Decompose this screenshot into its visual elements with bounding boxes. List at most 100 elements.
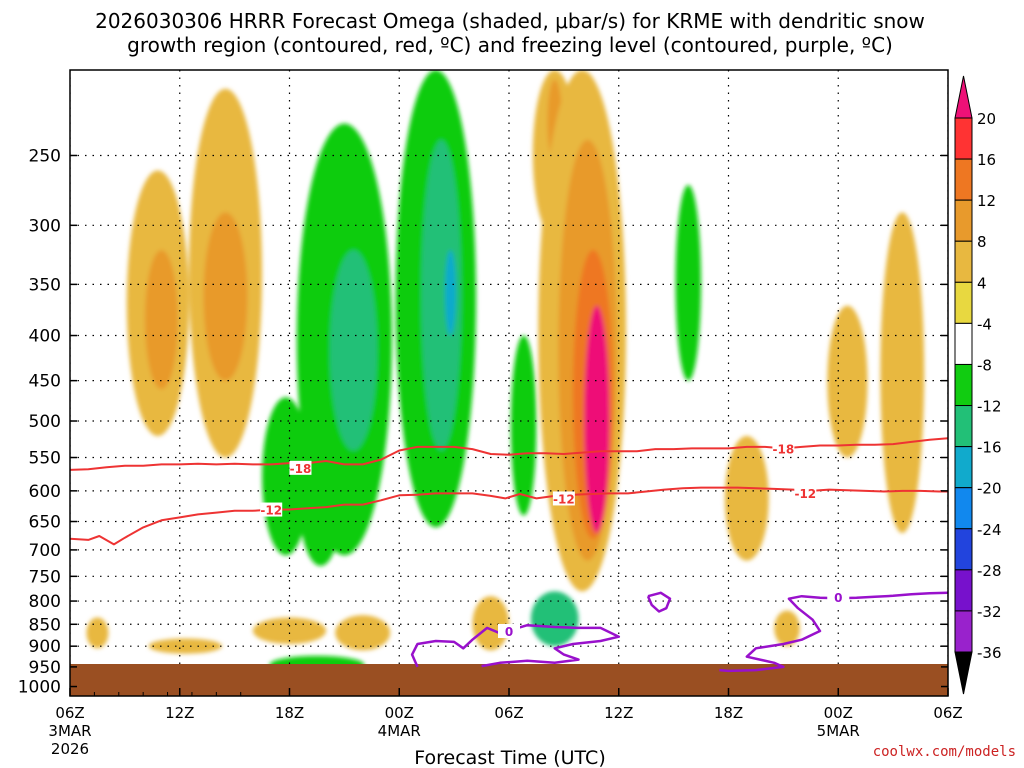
colorbar-label-11: -28 [977,562,1002,580]
colorbar-label-4: 4 [977,274,987,292]
y-tick-label-450: 450 [29,372,61,392]
y-tick-label-1000: 1000 [18,678,61,698]
dgz-label-bg-1-2 [794,485,817,500]
y-tick-label-300: 300 [29,216,61,236]
dgz-contour-label-1-0: -12 [260,504,282,518]
colorbar-label-6: -8 [977,356,992,374]
colorbar-swatch-12 [954,610,973,653]
colorbar-swatch-7 [954,405,973,448]
colorbar-bottom-triangle [954,651,973,695]
colorbar-label-13: -36 [977,644,1002,662]
colorbar-swatch-2 [954,199,973,242]
dgz-contour-0 [70,437,948,471]
x-date-label-18: 4MAR [378,722,421,740]
x-tick-label-6: 12Z [165,704,194,722]
colorbar-label-12: -32 [977,603,1002,621]
chart-title-line-1: 2026030306 HRRR Forecast Omega (shaded, … [95,9,925,33]
x-year-label-0: 2026 [51,740,89,758]
x-tick-label-42: 00Z [824,704,853,722]
omega-region-28 [148,638,222,654]
x-axis-title: Forecast Time (UTC) [414,747,605,768]
omega-region-23 [472,596,510,651]
contour-lines: -18 -18 -12 -12 -12 0 0 [70,437,948,673]
colorbar-swatch-9 [954,487,973,530]
dgz-label-bg-1-0 [260,502,283,517]
freezing-label-bg-2-0 [827,590,850,605]
dgz-contour-label-1-1: -12 [553,492,575,506]
colorbar-top-triangle [954,75,973,119]
x-tick-label-24: 06Z [494,704,523,722]
omega-region-11 [510,335,537,516]
colorbar-label-8: -16 [977,439,1002,457]
omega-region-5 [329,250,378,451]
colorbar-swatch-8 [954,446,973,489]
omega-region-1 [144,250,178,390]
dgz-label-bg-1-1 [552,491,575,506]
dgz-label-bg-0-0 [289,460,312,475]
x-tick-label-30: 12Z [604,704,633,722]
x-tick-label-12: 18Z [275,704,304,722]
omega-region-29 [774,610,800,647]
colorbar-label-0: 20 [977,110,996,128]
omega-region-19 [724,436,769,561]
y-tick-label-400: 400 [29,327,61,347]
omega-region-27 [86,617,109,649]
colorbar-label-2: 12 [977,192,996,210]
colorbar-swatch-1 [954,158,973,201]
pressure-axis: 2503003504004505005506006507007508008509… [18,146,948,698]
colorbar-label-9: -20 [977,480,1002,498]
y-tick-label-600: 600 [29,482,61,502]
y-tick-label-350: 350 [29,275,61,295]
x-tick-label-0: 06Z [55,704,84,722]
omega-region-22 [530,591,579,647]
omega-region-8 [444,250,456,336]
freezing-contour-0 [410,623,621,668]
x-tick-label-18: 00Z [385,704,414,722]
y-tick-label-750: 750 [29,567,61,587]
y-tick-label-800: 800 [29,592,61,612]
y-tick-label-850: 850 [29,615,61,635]
omega-region-20 [827,305,868,458]
colorbar-swatch-11 [954,569,973,612]
omega-region-17 [583,305,610,534]
omega-region-21 [880,212,925,534]
freezing-contour-1 [646,591,672,613]
chart-title-line-2: growth region (contoured, red, ºC) and f… [127,33,893,57]
omega-region-18 [675,184,702,381]
plot-area: -18 -18 -12 -12 -12 0 0 [70,70,948,696]
colorbar-swatch-3 [954,240,973,283]
colorbar-label-3: 8 [977,233,987,251]
colorbar-swatch-10 [954,528,973,571]
colorbar-label-5: -4 [977,315,992,333]
omega-colorbar: 20 16 12 8 4 -4 -8 -12 -16 -20 -24 -28 -32 -36 [954,75,1002,695]
y-tick-label-500: 500 [29,412,61,432]
dgz-label-bg-0-1 [772,441,795,456]
freezing-contour-label-0-0: 0 [505,625,513,639]
y-tick-label-950: 950 [29,658,61,678]
omega-shading [86,70,925,674]
colorbar-label-7: -12 [977,398,1002,416]
dgz-contour-label-0-0: -18 [290,462,312,476]
colorbar-swatch-6 [954,363,973,407]
y-tick-label-650: 650 [29,513,61,533]
x-tick-label-48: 06Z [933,704,962,722]
dgz-contour-label-0-1: -18 [773,442,795,456]
freezing-contour-2 [719,591,948,673]
y-tick-label-900: 900 [29,637,61,657]
y-tick-label-700: 700 [29,541,61,561]
omega-region-7 [421,139,462,451]
omega-region-26 [335,615,391,651]
y-tick-label-550: 550 [29,449,61,469]
freezing-label-bg-0-0 [498,623,520,638]
omega-region-25 [252,617,327,645]
credit-label: coolwx.com/models [873,744,1016,760]
colorbar-swatch-0 [954,117,973,160]
colorbar-label-1: 16 [977,151,996,169]
x-tick-label-36: 18Z [714,704,743,722]
dgz-contour-label-1-2: -12 [794,487,816,501]
colorbar-swatch-4 [954,281,973,324]
colorbar-swatch-5 [954,322,973,365]
omega-region-10 [262,397,310,556]
